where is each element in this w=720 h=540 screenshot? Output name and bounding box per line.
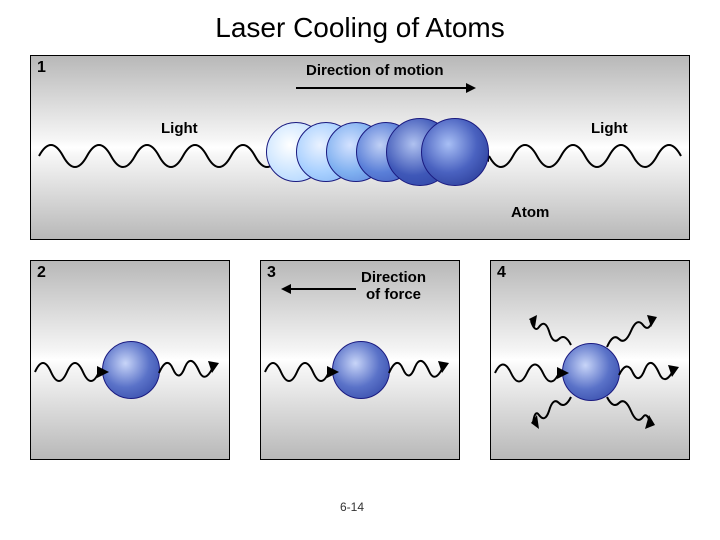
panel-4-emit-up-left [531, 303, 581, 351]
panel-4-number: 4 [497, 264, 506, 282]
force-label: Direction of force [361, 269, 426, 304]
force-arrow [281, 283, 356, 295]
light-right-label: Light [591, 120, 628, 137]
panel-3-atom [332, 341, 390, 399]
panel-4-emit-up-right [603, 303, 655, 351]
panel-4-emit-down-right [601, 393, 653, 443]
panel-4-emit-right [619, 355, 679, 397]
panel-3: 3 Direction of force [260, 260, 460, 460]
panel-2-atom [102, 341, 160, 399]
atom-main [421, 118, 489, 186]
panel-2: 2 [30, 260, 230, 460]
light-left-label: Light [161, 120, 198, 137]
panel-3-wave-out [389, 351, 449, 396]
page-title: Laser Cooling of Atoms [0, 0, 720, 44]
panel-1-number: 1 [37, 59, 46, 77]
panel-2-wave-out [159, 351, 219, 396]
panel-4-emit-down-left [533, 393, 583, 443]
motion-arrow [296, 82, 476, 94]
light-wave-right [476, 138, 681, 174]
panel-4-wave-in [495, 359, 570, 387]
motion-label: Direction of motion [306, 62, 444, 79]
panel-2-number: 2 [37, 264, 46, 282]
panel-4: 4 [490, 260, 690, 460]
atom-label: Atom [511, 204, 549, 221]
panel-3-wave-in [265, 357, 340, 387]
page-number: 6-14 [340, 500, 364, 514]
panel-2-wave-in [35, 357, 110, 387]
panel-1: 1 Direction of motion Light Light Atom [30, 55, 690, 240]
panel-3-number: 3 [267, 264, 276, 282]
